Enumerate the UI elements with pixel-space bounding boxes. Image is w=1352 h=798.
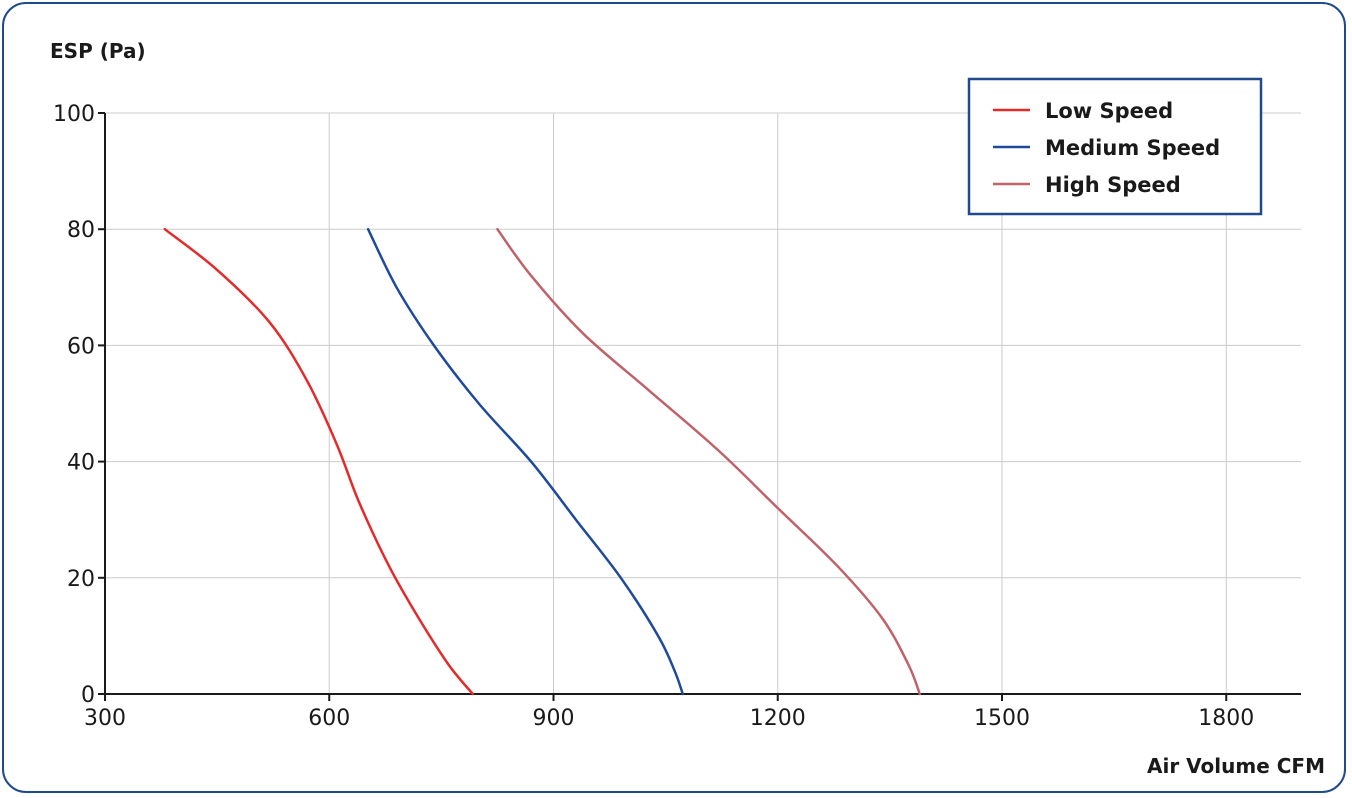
y-tick-label: 0: [81, 683, 95, 708]
y-tick-label: 60: [67, 334, 95, 359]
x-tick-label: 900: [533, 706, 575, 731]
legend-label-high-speed: High Speed: [1045, 173, 1181, 197]
x-tick-label: 600: [308, 706, 350, 731]
y-tick-label: 20: [67, 567, 95, 592]
x-tick-label: 1200: [750, 706, 806, 731]
y-tick-label: 40: [67, 451, 95, 476]
axes: 0 20 40 60 80 100 300 600 900 1200 1500 1800: [53, 102, 1301, 731]
x-axis-title: Air Volume CFM: [1147, 754, 1325, 778]
x-tick-label: 1500: [974, 706, 1030, 731]
series-group: [163, 227, 922, 696]
x-tick-label: 1800: [1198, 706, 1254, 731]
y-tick-label: 80: [67, 218, 95, 243]
series-line-high-speed: [496, 227, 922, 696]
y-tick-label: 100: [53, 102, 95, 127]
legend-label-low-speed: Low Speed: [1045, 99, 1173, 123]
series-line-low-speed: [163, 227, 475, 696]
legend: Low Speed Medium Speed High Speed: [967, 77, 1263, 216]
legend-label-medium-speed: Medium Speed: [1045, 136, 1220, 160]
series-line-medium-speed: [366, 227, 685, 696]
y-axis-title: ESP (Pa): [50, 39, 146, 63]
x-tick-label: 300: [84, 706, 126, 731]
